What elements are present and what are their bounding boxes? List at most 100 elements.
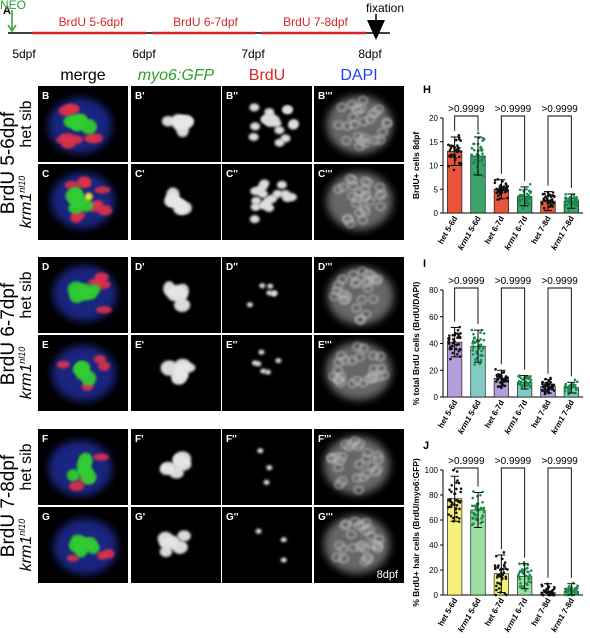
data-point [449, 505, 453, 509]
data-point [542, 206, 546, 210]
data-point [548, 199, 552, 203]
dapi-nucleus [354, 187, 365, 197]
p-value-label: >0.9999 [541, 104, 578, 115]
data-point [500, 386, 503, 390]
data-point [473, 504, 476, 508]
data-point [482, 506, 486, 510]
data-point [525, 574, 528, 578]
brdu-nucleus [255, 361, 262, 367]
significance-bracket [454, 467, 479, 487]
dapi-nucleus [342, 215, 354, 224]
y-tick-label: 40 [429, 340, 438, 349]
dapi-nucleus [352, 473, 363, 483]
data-point [501, 188, 505, 192]
dapi-nucleus [360, 518, 372, 528]
dapi-nucleus [372, 543, 383, 553]
dapi-nucleus [336, 351, 347, 361]
significance-bracket [547, 115, 572, 188]
dapi-nucleus [360, 309, 372, 319]
data-point [479, 358, 483, 362]
data-point [455, 511, 458, 515]
brdu-cell [84, 134, 97, 143]
data-point [472, 332, 475, 336]
brdu-cell [93, 453, 109, 461]
dapi-nucleus [355, 104, 367, 113]
data-point [498, 582, 501, 585]
data-point [493, 178, 497, 182]
tile-letter: D [42, 262, 49, 273]
micrograph-tile [38, 164, 128, 240]
micrograph-tile [314, 164, 404, 240]
data-point [497, 564, 500, 567]
genotype-label: krm1nl10 [17, 347, 35, 400]
brdu-nucleus [248, 132, 259, 141]
hair-cell [66, 469, 80, 482]
data-point [458, 355, 462, 358]
panel-letter-a: A [3, 5, 11, 17]
gfp-cell [174, 358, 192, 373]
data-point [481, 136, 485, 140]
y-tick-label: 60 [429, 313, 438, 322]
tile-letter: D'' [226, 262, 238, 273]
micrograph-tile [314, 335, 404, 411]
data-point [495, 584, 498, 588]
tile-letter: F [42, 434, 48, 445]
micrograph-tile [38, 86, 128, 162]
dapi-nucleus [341, 291, 352, 301]
micrograph-tile [131, 257, 221, 333]
data-point [497, 190, 500, 194]
micrograph-tile [131, 335, 221, 411]
data-point [521, 207, 525, 210]
brdu-nucleus [267, 194, 278, 203]
p-value-label: >0.9999 [448, 456, 485, 467]
p-value-label: >0.9999 [541, 456, 578, 467]
data-point [479, 343, 483, 346]
genotype-label: het sib [18, 443, 35, 490]
y-axis-label: BrdU+ cells 8dpf [411, 132, 421, 199]
data-point [473, 513, 477, 516]
data-point [517, 379, 521, 383]
data-point [457, 134, 461, 137]
data-point [459, 487, 463, 490]
data-point [449, 155, 452, 159]
brdu-nucleus [263, 479, 270, 485]
data-point [575, 388, 578, 391]
data-point [519, 582, 522, 585]
data-point [498, 574, 502, 578]
data-point [482, 332, 486, 335]
data-point [549, 381, 553, 384]
brdu-nucleus [266, 465, 273, 471]
brdu-cell [97, 551, 108, 560]
micrograph-tile [222, 507, 312, 583]
dapi-nucleus [353, 485, 364, 495]
micrograph-tile [222, 164, 312, 240]
data-point [455, 515, 459, 519]
data-point [542, 589, 546, 592]
dapi-nucleus [361, 454, 372, 464]
dapi-nucleus [382, 118, 393, 127]
data-point [521, 570, 525, 573]
data-point [540, 201, 544, 205]
data-point [474, 340, 477, 344]
genotype-label: krm1nl10 [17, 176, 35, 229]
tile-letter: D' [135, 262, 145, 273]
category-label: het 6-7d [483, 596, 506, 627]
data-point [541, 389, 544, 393]
category-label: krm1 6-7d [503, 596, 530, 633]
data-point [567, 201, 571, 204]
data-point [482, 510, 486, 514]
data-point [472, 522, 475, 525]
data-point [573, 378, 577, 382]
bar-chart: I 0 20 40 60 80 % total BrdU cells (BrdU/DAPI)… [411, 258, 583, 436]
tile-letter: E'' [226, 340, 237, 351]
tile-letter: C'' [226, 169, 238, 180]
data-point [459, 490, 462, 494]
brdu-cell [59, 132, 75, 142]
dapi-nucleus [358, 117, 369, 127]
data-point [502, 571, 506, 574]
dapi-nucleus [360, 526, 371, 536]
data-point [529, 190, 532, 193]
data-point [551, 194, 555, 197]
data-point [448, 144, 452, 147]
data-point [472, 336, 476, 340]
